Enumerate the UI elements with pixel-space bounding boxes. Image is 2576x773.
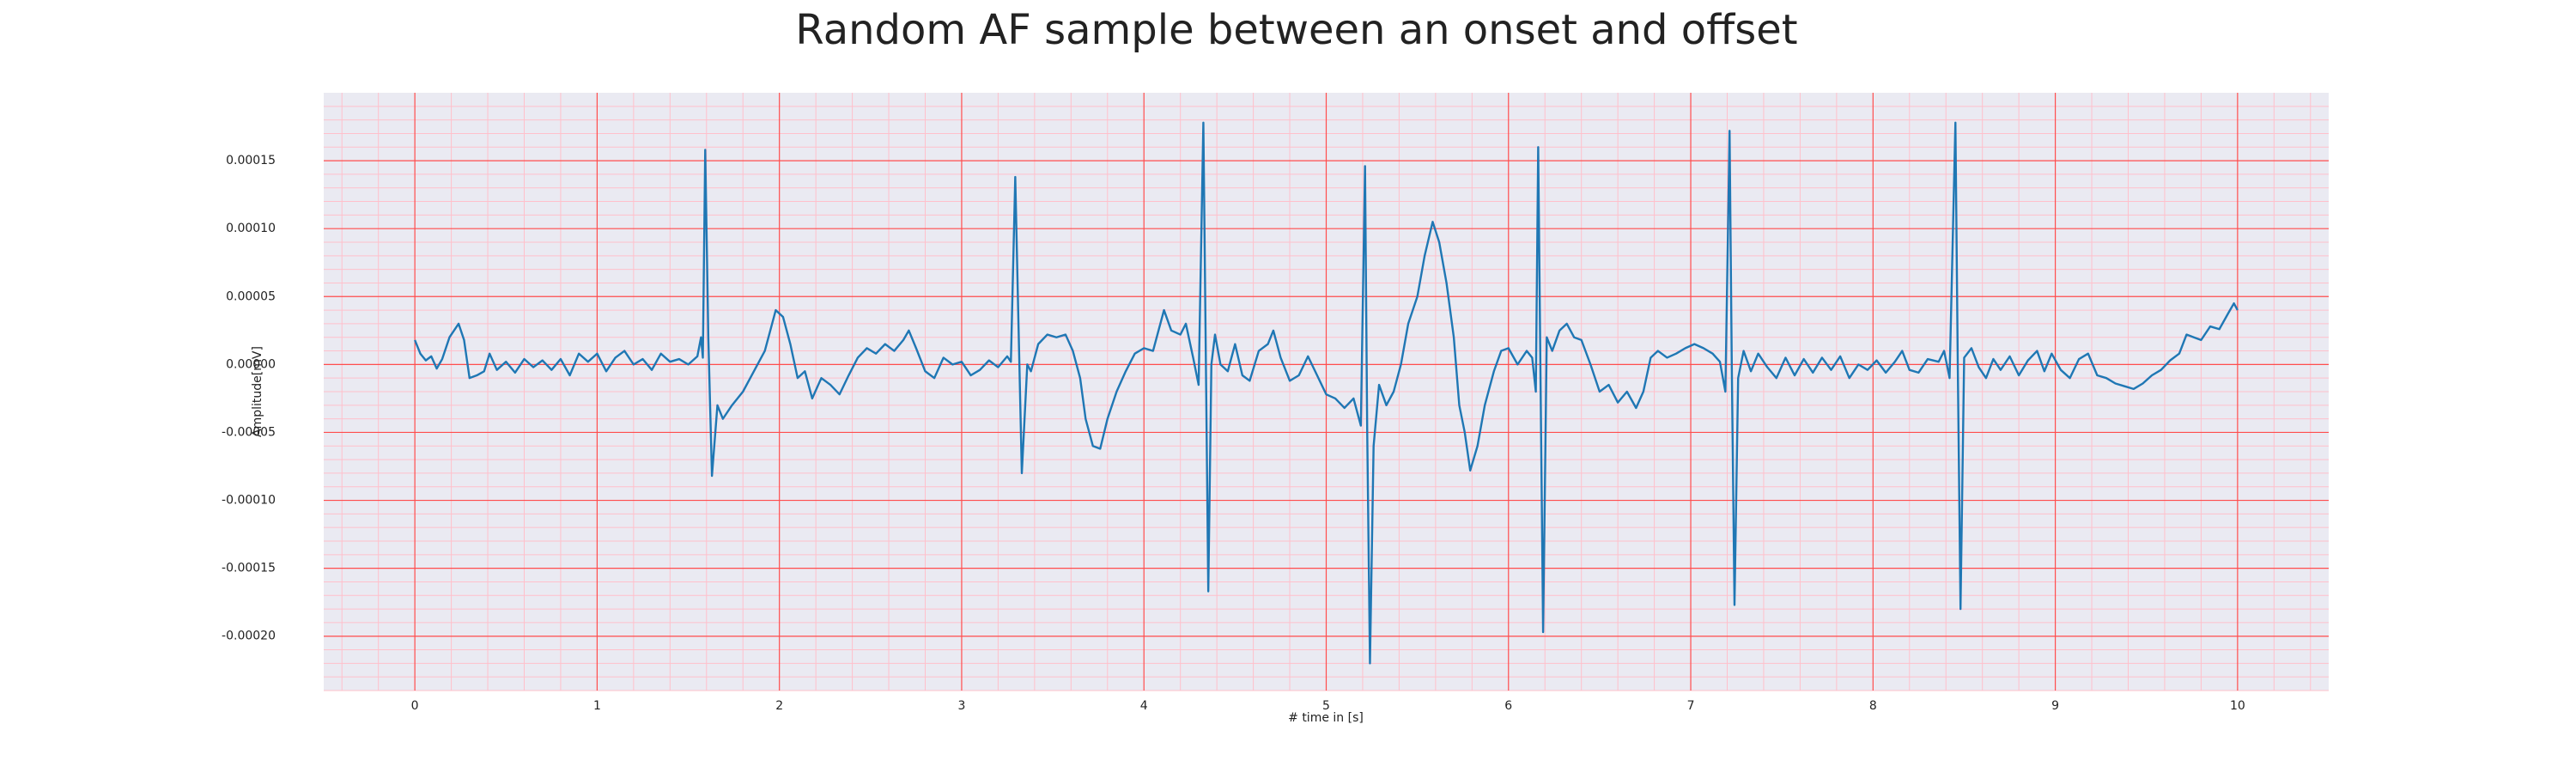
x-tick-label: 8 (1869, 699, 1877, 713)
x-tick-label: 1 (593, 699, 601, 713)
x-tick-label: 10 (2230, 699, 2245, 713)
grid (324, 93, 2329, 691)
y-tick-label: -0.00005 (222, 425, 276, 439)
x-tick-label: 3 (957, 699, 965, 713)
y-axis-label: Amplitude[mV] (251, 346, 264, 437)
y-tick-label: 0.00005 (226, 289, 276, 303)
y-tick-label: 0.00015 (226, 154, 276, 167)
y-tick-label: -0.00015 (222, 562, 276, 575)
y-tick-label: 0.00010 (226, 222, 276, 235)
chart-title: Random AF sample between an onset and of… (795, 6, 1797, 54)
x-axis-label: # time in [s] (1288, 711, 1364, 725)
x-tick-label: 4 (1140, 699, 1148, 713)
x-tick-label: 2 (775, 699, 783, 713)
signal-line (414, 121, 2239, 665)
x-tick-label: 5 (1322, 699, 1330, 713)
y-tick-label: -0.00010 (222, 494, 276, 508)
x-tick-label: 6 (1504, 699, 1512, 713)
y-tick-label: -0.00020 (222, 630, 276, 643)
x-tick-label: 0 (411, 699, 419, 713)
x-tick-label: 7 (1687, 699, 1695, 713)
y-tick-label: 0.00000 (226, 357, 276, 371)
x-tick-label: 9 (2051, 699, 2059, 713)
